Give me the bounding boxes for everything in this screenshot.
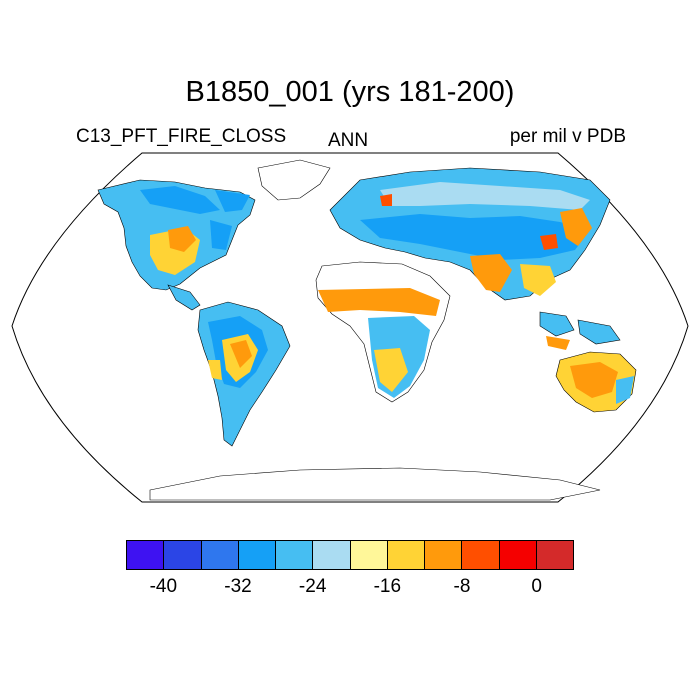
colorbar-swatch [164, 541, 202, 569]
colorbar-swatch [313, 541, 351, 569]
australia-landmass [555, 351, 637, 413]
colorbar-swatch [536, 541, 573, 569]
south-america-landmass [197, 301, 291, 447]
antarctica [149, 467, 601, 501]
north-america-landmass [97, 179, 256, 311]
colorbar-tick-label: -8 [453, 576, 471, 597]
colorbar-tick-label: 0 [531, 576, 542, 597]
colorbar-swatch [425, 541, 463, 569]
southeast-asia-islands [539, 311, 621, 350]
colorbar-swatch [499, 541, 537, 569]
colorbar-swatch [127, 541, 165, 569]
colorbar-swatch [238, 541, 276, 569]
africa-landmass [315, 261, 451, 403]
page-title: B1850_001 (yrs 181-200) [185, 76, 515, 108]
colorbar-swatch [350, 541, 388, 569]
eurasia-landmass [329, 167, 611, 301]
colorbar-tick-label: -16 [373, 576, 402, 597]
colorbar-tick-label: -32 [224, 576, 252, 597]
colorbar [126, 540, 574, 570]
colorbar-tick-label: -40 [149, 576, 178, 597]
colorbar-swatch [462, 541, 500, 569]
variable-label: C13_PFT_FIRE_CLOSS [76, 126, 287, 147]
greenland [257, 159, 331, 201]
colorbar-swatch [276, 541, 314, 569]
colorbar-tick-label: -24 [298, 576, 327, 597]
colorbar-swatch [387, 541, 425, 569]
season-label: ANN [328, 130, 369, 151]
units-label: per mil v PDB [509, 126, 626, 147]
colorbar-swatch [201, 541, 239, 569]
